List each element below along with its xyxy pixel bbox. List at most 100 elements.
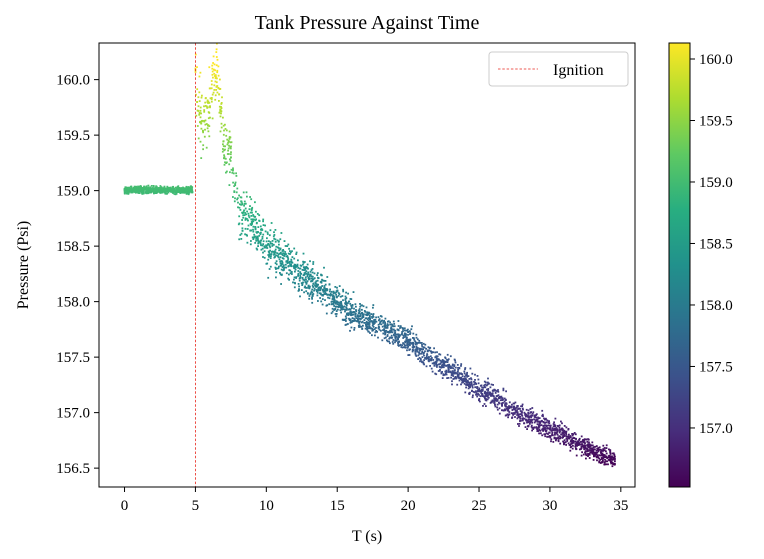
data-point	[546, 427, 549, 429]
data-point	[396, 328, 399, 331]
data-point	[611, 459, 614, 461]
data-point	[219, 88, 221, 90]
data-point	[198, 91, 201, 94]
data-point	[577, 444, 580, 446]
data-point	[557, 436, 560, 439]
y-axis-label: Pressure (Psi)	[15, 221, 32, 309]
data-point	[397, 333, 399, 336]
data-point	[254, 226, 257, 229]
data-point	[205, 105, 208, 108]
data-point	[554, 427, 556, 430]
plot-frame	[98, 42, 636, 488]
data-point	[144, 188, 147, 191]
data-point	[293, 263, 296, 266]
data-point	[265, 262, 268, 265]
data-point	[311, 277, 313, 280]
data-point	[207, 130, 210, 133]
data-point	[255, 247, 258, 250]
data-point	[451, 383, 453, 386]
data-point	[571, 447, 574, 450]
data-point	[262, 256, 264, 258]
data-point	[413, 346, 416, 348]
data-point	[342, 299, 344, 302]
data-point	[202, 148, 204, 151]
data-point	[317, 289, 320, 292]
data-point	[281, 257, 284, 259]
data-point	[532, 428, 535, 430]
data-point	[155, 185, 157, 188]
data-point	[153, 191, 156, 193]
data-point	[420, 352, 422, 355]
data-point	[246, 228, 249, 230]
data-point	[596, 456, 599, 459]
data-point	[246, 241, 249, 244]
data-point	[494, 405, 497, 408]
data-point	[612, 456, 615, 459]
data-point	[584, 450, 587, 452]
data-point	[171, 190, 174, 192]
data-point	[542, 426, 545, 428]
data-point	[422, 346, 425, 349]
data-point	[262, 240, 265, 243]
data-point	[389, 323, 392, 326]
data-point	[578, 437, 581, 440]
data-point	[444, 373, 447, 375]
data-point	[524, 426, 527, 428]
data-point	[199, 71, 202, 74]
data-point	[185, 185, 188, 188]
data-point	[603, 461, 606, 463]
data-point	[449, 367, 452, 370]
data-point	[485, 405, 487, 407]
data-point	[593, 451, 596, 454]
data-point	[482, 386, 485, 389]
data-point	[442, 373, 445, 376]
data-point	[401, 346, 404, 349]
data-point	[274, 248, 277, 251]
data-point	[349, 320, 352, 322]
data-point	[405, 329, 407, 332]
data-point	[309, 293, 312, 296]
data-point	[243, 200, 246, 203]
data-point	[381, 319, 384, 322]
data-point	[276, 239, 279, 242]
data-point	[446, 364, 449, 367]
data-point	[582, 453, 585, 456]
data-point	[347, 302, 349, 305]
data-point	[203, 120, 205, 122]
data-point	[269, 241, 272, 243]
data-point	[586, 441, 589, 443]
data-point	[465, 384, 467, 386]
data-point	[262, 224, 265, 226]
data-point	[341, 318, 344, 321]
data-point	[208, 87, 211, 90]
data-point	[355, 310, 358, 313]
data-point	[404, 334, 406, 336]
data-point	[167, 188, 170, 191]
data-point	[303, 291, 305, 294]
data-point	[368, 325, 371, 327]
data-point	[329, 294, 332, 297]
data-point	[494, 392, 497, 394]
data-point	[252, 230, 255, 233]
data-point	[224, 128, 227, 130]
data-point	[256, 248, 259, 251]
data-point	[203, 110, 206, 113]
data-point	[267, 254, 270, 256]
data-point	[165, 190, 167, 193]
data-point	[314, 285, 317, 288]
data-point	[571, 433, 573, 435]
data-point	[301, 283, 304, 286]
data-point	[527, 409, 530, 412]
data-point	[365, 317, 368, 320]
data-point	[305, 290, 308, 293]
data-point	[610, 461, 613, 463]
data-point	[469, 384, 472, 387]
data-point	[345, 307, 348, 310]
data-point	[545, 430, 547, 433]
data-point	[348, 319, 351, 321]
data-point	[437, 370, 440, 372]
data-point	[474, 379, 476, 381]
data-point	[565, 433, 567, 435]
data-point	[339, 302, 341, 305]
data-point	[329, 292, 332, 295]
